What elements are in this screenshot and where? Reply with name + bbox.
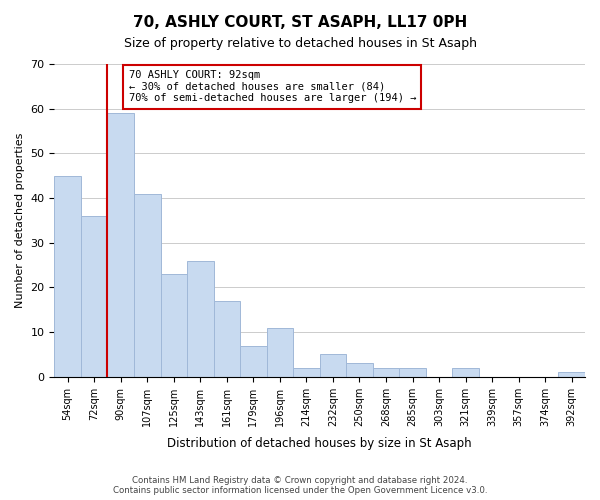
Bar [293,368,320,377]
Y-axis label: Number of detached properties: Number of detached properties [15,132,25,308]
Bar [399,368,426,377]
Text: 70 ASHLY COURT: 92sqm
← 30% of detached houses are smaller (84)
70% of semi-deta: 70 ASHLY COURT: 92sqm ← 30% of detached … [128,70,416,104]
Bar [187,260,214,377]
Bar [373,368,399,377]
Bar [134,194,161,377]
Bar [320,354,346,377]
Bar [559,372,585,377]
Bar [107,113,134,377]
X-axis label: Distribution of detached houses by size in St Asaph: Distribution of detached houses by size … [167,437,472,450]
Bar [81,216,107,377]
Bar [346,364,373,377]
Bar [266,328,293,377]
Text: Contains HM Land Registry data © Crown copyright and database right 2024.
Contai: Contains HM Land Registry data © Crown c… [113,476,487,495]
Text: 70, ASHLY COURT, ST ASAPH, LL17 0PH: 70, ASHLY COURT, ST ASAPH, LL17 0PH [133,15,467,30]
Bar [55,176,81,377]
Bar [214,301,240,377]
Text: Size of property relative to detached houses in St Asaph: Size of property relative to detached ho… [124,38,476,51]
Bar [452,368,479,377]
Bar [240,346,266,377]
Bar [161,274,187,377]
